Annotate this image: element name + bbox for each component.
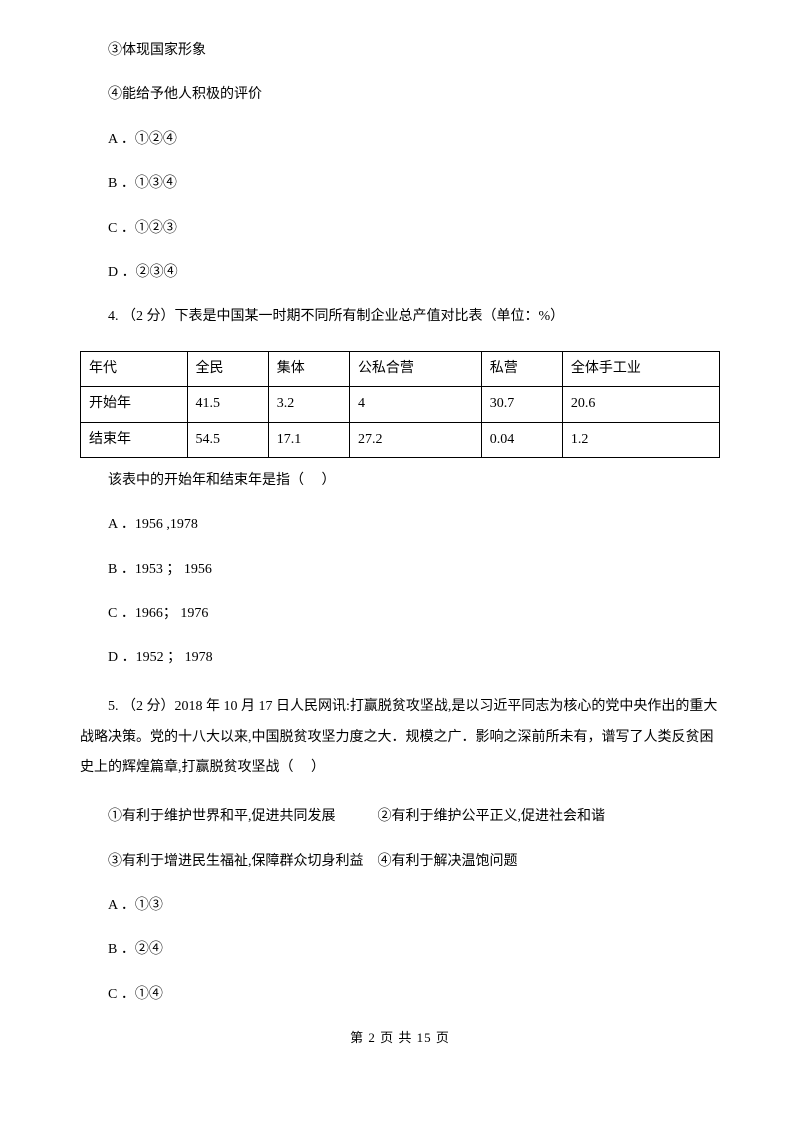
q5-sub-1: ①有利于维护世界和平,促进共同发展 ②有利于维护公平正义,促进社会和谐: [80, 806, 720, 828]
q4-option-c: C ．1966； 1976: [80, 603, 720, 625]
q4-option-d: D ．1952 ； 1978: [80, 647, 720, 669]
table-cell: 41.5: [187, 387, 268, 422]
table-row: 年代 全民 集体 公私合营 私营 全体手工业: [81, 351, 720, 386]
q5-option-a: A ．①③: [80, 895, 720, 917]
q3-option-c: C ．①②③: [80, 218, 720, 240]
table-cell: 4: [349, 387, 481, 422]
table-header: 全体手工业: [562, 351, 719, 386]
q3-option-b: B ．①③④: [80, 173, 720, 195]
table-cell: 开始年: [81, 387, 188, 422]
q4-intro: 4. （2 分）下表是中国某一时期不同所有制企业总产值对比表（单位：%）: [80, 306, 720, 328]
table-cell: 3.2: [268, 387, 349, 422]
table-cell: 27.2: [349, 422, 481, 457]
q4-after: 该表中的开始年和结束年是指（ ）: [80, 470, 720, 492]
table-header: 全民: [187, 351, 268, 386]
page-footer: 第 2 页 共 15 页: [80, 1028, 720, 1049]
table-header: 公私合营: [349, 351, 481, 386]
table-row: 开始年 41.5 3.2 4 30.7 20.6: [81, 387, 720, 422]
q5-intro: 5. （2 分）2018 年 10 月 17 日人民网讯:打赢脱贫攻坚战,是以习…: [80, 692, 720, 784]
table-cell: 30.7: [481, 387, 562, 422]
q4-option-b: B ．1953 ； 1956: [80, 559, 720, 581]
table-header: 私营: [481, 351, 562, 386]
table-header: 年代: [81, 351, 188, 386]
table-cell: 结束年: [81, 422, 188, 457]
q4-option-a: A ．1956 ,1978: [80, 514, 720, 536]
q3-statement-3: ③体现国家形象: [80, 40, 720, 62]
q3-statement-4: ④能给予他人积极的评价: [80, 84, 720, 106]
q5-option-b: B ．②④: [80, 939, 720, 961]
table-cell: 54.5: [187, 422, 268, 457]
table-row: 结束年 54.5 17.1 27.2 0.04 1.2: [81, 422, 720, 457]
table-cell: 17.1: [268, 422, 349, 457]
q4-table: 年代 全民 集体 公私合营 私营 全体手工业 开始年 41.5 3.2 4 30…: [80, 351, 720, 458]
q3-option-a: A ．①②④: [80, 129, 720, 151]
q5-option-c: C ．①④: [80, 984, 720, 1006]
q3-option-d: D ．②③④: [80, 262, 720, 284]
table-cell: 0.04: [481, 422, 562, 457]
table-header: 集体: [268, 351, 349, 386]
table-cell: 20.6: [562, 387, 719, 422]
q5-sub-2: ③有利于增进民生福祉,保障群众切身利益 ④有利于解决温饱问题: [80, 851, 720, 873]
table-cell: 1.2: [562, 422, 719, 457]
